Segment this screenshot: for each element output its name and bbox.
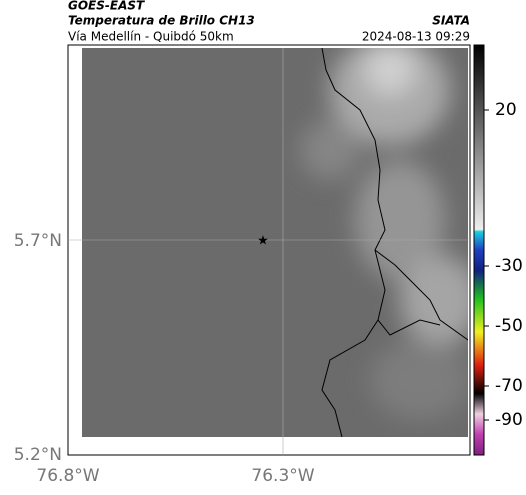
colorbar-ticks: [484, 109, 489, 421]
route: Vía Medellín - Quibdó 50km: [68, 30, 234, 44]
colorbar-label: -50: [495, 316, 523, 336]
temperature-field: [82, 48, 468, 437]
location-star: ★: [257, 234, 269, 249]
source: SIATA: [432, 14, 470, 28]
colorbar-label: -70: [495, 376, 523, 396]
lon-tick-label: 76.8°W: [36, 466, 99, 486]
colorbar: [473, 44, 485, 456]
colorbar-label: -90: [495, 410, 523, 430]
lon-tick-label: 76.3°W: [251, 466, 314, 486]
satellite: GOES-EAST: [68, 0, 145, 13]
timestamp: 2024-08-13 09:29: [362, 30, 470, 44]
colorbar-label: 20: [495, 100, 517, 120]
lat-tick-label: 5.7°N: [14, 231, 62, 251]
product: Temperatura de Brillo CH13: [68, 14, 255, 28]
colorbar-label: -30: [495, 256, 523, 276]
lat-tick-label: 5.2°N: [14, 445, 62, 465]
